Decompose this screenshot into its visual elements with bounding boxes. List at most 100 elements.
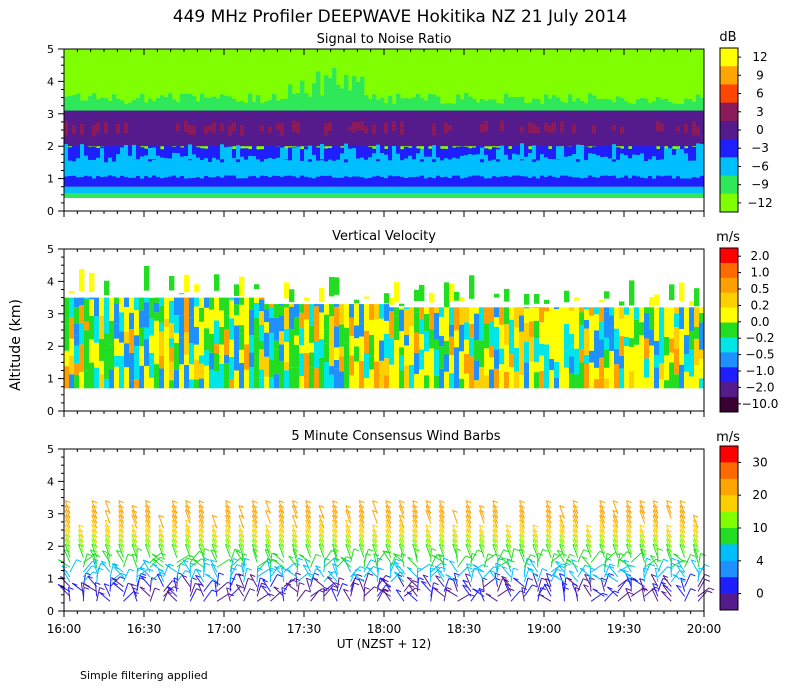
wind-barb: [505, 534, 512, 548]
wind-barb-flag: [95, 582, 101, 585]
vv-cell: [594, 342, 600, 368]
wind-barb: [654, 567, 659, 582]
wind-barb: [639, 534, 646, 548]
snr-cell: [512, 186, 517, 194]
snr-cell: [428, 93, 433, 111]
vv-cell: [454, 330, 460, 348]
wind-barb: [111, 563, 124, 573]
snr-cell: [644, 161, 649, 179]
vv-cell: [259, 311, 265, 325]
snr-cell: [540, 154, 545, 176]
snr-cell: [436, 193, 441, 199]
vv-cell: [259, 299, 265, 312]
snr-cell: [660, 193, 665, 199]
snr-cell: [620, 126, 625, 135]
wind-barb: [504, 583, 512, 597]
snr-cell: [116, 193, 121, 199]
vv-cell: [259, 324, 265, 341]
snr-cell: [320, 109, 325, 147]
vv-cell: [654, 294, 660, 306]
vv-cell: [524, 362, 530, 372]
snr-cell: [164, 109, 169, 147]
vv-cell: [534, 338, 540, 363]
wind-barb: [266, 558, 271, 573]
wind-barb: [666, 544, 672, 558]
wind-barb: [149, 572, 161, 583]
vv-cell: [334, 359, 340, 369]
wind-barb: [305, 515, 311, 529]
wind-barb: [305, 505, 311, 519]
vv-cell: [139, 297, 145, 311]
wind-barb: [184, 539, 191, 553]
wind-barb: [210, 563, 218, 578]
snr-cell: [260, 186, 265, 194]
wind-barb-flag: [274, 566, 280, 569]
snr-cell: [284, 148, 289, 160]
snr-cell: [120, 147, 125, 160]
wind-barb: [151, 553, 164, 563]
vv-cell: [259, 369, 265, 389]
vv-cell: [434, 307, 440, 313]
vv-cell: [349, 375, 355, 389]
snr-cell: [328, 193, 333, 199]
snr-cell: [212, 193, 217, 199]
wind-barb: [666, 524, 672, 539]
vv-cell: [159, 305, 165, 323]
snr-cell: [380, 107, 385, 147]
vv-cell: [114, 355, 120, 367]
snr-cell: [684, 193, 689, 199]
vv-cell: [89, 315, 95, 340]
wind-barb: [676, 565, 686, 578]
snr-cell: [104, 193, 109, 199]
snr-cell: [624, 108, 629, 147]
vv-cell: [394, 316, 400, 341]
snr-cell: [580, 157, 585, 179]
snr-cell: [640, 186, 645, 194]
snr-cell: [476, 102, 481, 111]
wind-barb: [315, 565, 325, 578]
vv-cell: [414, 307, 420, 313]
wind-barb: [256, 558, 269, 568]
snr-cell: [596, 193, 601, 199]
wind-barb-flag: [652, 500, 659, 504]
vv-cell: [174, 369, 180, 389]
vv-cell: [499, 307, 505, 325]
snr-cell: [160, 186, 165, 194]
snr-cell: [576, 98, 581, 111]
snr-cell: [376, 144, 381, 160]
snr-cell: [244, 186, 249, 194]
snr-cell: [500, 120, 505, 132]
wind-barb: [398, 524, 405, 539]
vv-cell: [534, 307, 540, 308]
wind-barb: [331, 534, 338, 548]
wind-barb: [211, 524, 218, 539]
colorbar-swatch: [720, 367, 738, 383]
snr-cell: [508, 186, 513, 194]
snr-cell: [288, 84, 293, 111]
wind-barb-flag: [465, 573, 471, 577]
snr-cell: [116, 98, 121, 111]
vv-cell: [469, 356, 475, 375]
snr-cell: [528, 122, 533, 134]
snr-cell: [444, 193, 449, 199]
wind-barb-flag: [318, 505, 325, 508]
wind-barb: [96, 563, 102, 578]
vv-cell: [484, 307, 490, 324]
vv-cell: [139, 327, 145, 347]
wind-barb: [296, 582, 300, 597]
snr-cell: [624, 155, 629, 176]
snr-cell: [664, 148, 669, 160]
vv-cell: [329, 374, 335, 389]
wind-barb-flag: [262, 579, 268, 583]
snr-cell: [664, 108, 669, 147]
wind-barb: [438, 529, 445, 544]
vv-cell: [254, 318, 260, 337]
vv-cell: [564, 290, 570, 303]
snr-cell: [364, 193, 369, 199]
wind-barb-flag: [315, 553, 322, 557]
snr-cell: [100, 155, 105, 177]
vv-cell: [349, 335, 355, 356]
wind-barb: [604, 552, 615, 563]
wind-barb-flag: [165, 563, 171, 567]
snr-cell: [104, 186, 109, 194]
